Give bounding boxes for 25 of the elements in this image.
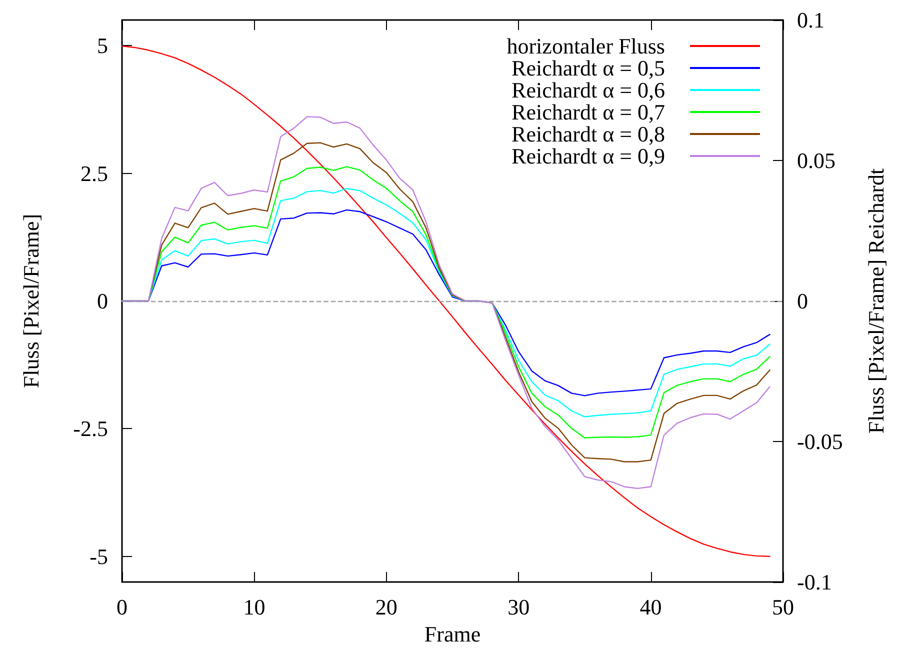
- x-tick-label: 10: [243, 594, 266, 620]
- legend-label: Reichardt α = 0,5: [512, 56, 665, 80]
- x-axis-title: Frame: [424, 621, 481, 646]
- y-tick-label: -2.5: [73, 416, 108, 442]
- y-tick-label: 5: [97, 33, 108, 58]
- x-tick-label: 20: [375, 594, 398, 620]
- legend-label: horizontaler Fluss: [506, 34, 665, 58]
- y2-tick-label: 0.1: [797, 8, 824, 32]
- y-axis-title: Fluss [Pixel/Frame]: [18, 214, 44, 388]
- legend-label: Reichardt α = 0,9: [512, 144, 665, 168]
- y2-tick-label: -0.1: [797, 570, 832, 594]
- y-tick-label: -5: [90, 544, 108, 569]
- y2-axis-title: Fluss [Pixel/Frame] Reichardt: [864, 168, 888, 434]
- x-tick-label: 0: [116, 594, 128, 620]
- x-tick-label: 30: [508, 594, 530, 620]
- x-tick-label: 50: [772, 594, 794, 620]
- y-tick-label: 0: [97, 288, 108, 314]
- legend-label: Reichardt α = 0,7: [512, 100, 665, 124]
- y2-tick-label: -0.05: [797, 429, 843, 454]
- legend-label: Reichardt α = 0,6: [512, 78, 665, 102]
- y2-tick-label: 0.05: [797, 148, 836, 173]
- x-tick-label: 40: [640, 594, 662, 620]
- y2-tick-label: 0: [797, 288, 808, 314]
- y-tick-label: 2.5: [80, 160, 108, 186]
- legend-label: Reichardt α = 0,8: [512, 122, 665, 146]
